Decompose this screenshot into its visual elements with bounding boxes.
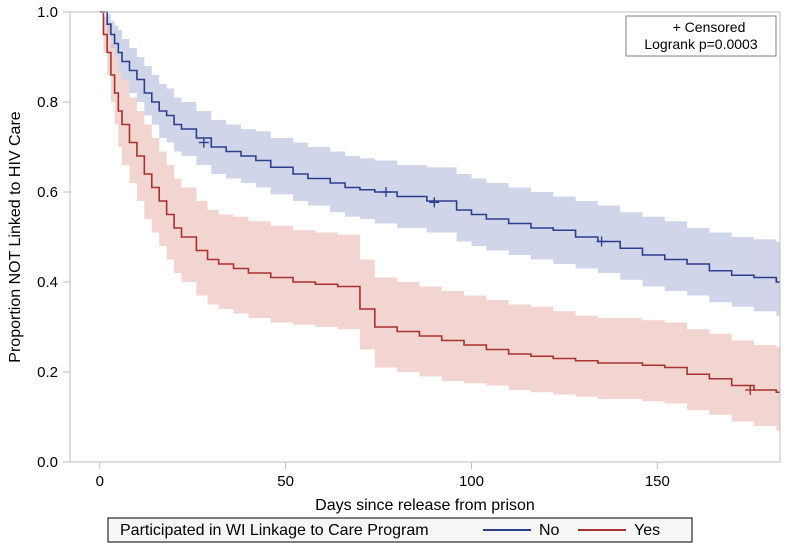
y-axis-label: Proportion NOT Linked to HIV Care xyxy=(7,111,24,362)
info-line-1: + Censored xyxy=(673,19,746,35)
legend-label-yes: Yes xyxy=(634,522,660,539)
legend-title: Participated in WI Linkage to Care Progr… xyxy=(120,522,429,539)
y-tick-label: 0.4 xyxy=(37,274,58,291)
x-axis-label: Days since release from prison xyxy=(315,497,535,514)
y-tick-label: 0.2 xyxy=(37,364,58,381)
y-tick-label: 0.0 xyxy=(37,454,58,471)
chart-container: 0 50 100 150 0.0 0.2 0.4 0.6 0.8 1.0 Days since re… xyxy=(0,0,800,544)
y-tick-label: 1.0 xyxy=(37,4,58,21)
y-tick-label: 0.8 xyxy=(37,94,58,111)
x-tick-label: 100 xyxy=(459,473,484,490)
survival-chart-svg: 0 50 100 150 0.0 0.2 0.4 0.6 0.8 1.0 Days since re… xyxy=(0,0,800,544)
x-tick-label: 50 xyxy=(277,473,294,490)
info-line-2: Logrank p=0.0003 xyxy=(644,36,757,52)
legend-label-no: No xyxy=(539,522,560,539)
x-tick-label: 150 xyxy=(645,473,670,490)
y-tick-label: 0.6 xyxy=(37,184,58,201)
x-tick-label: 0 xyxy=(96,473,104,490)
